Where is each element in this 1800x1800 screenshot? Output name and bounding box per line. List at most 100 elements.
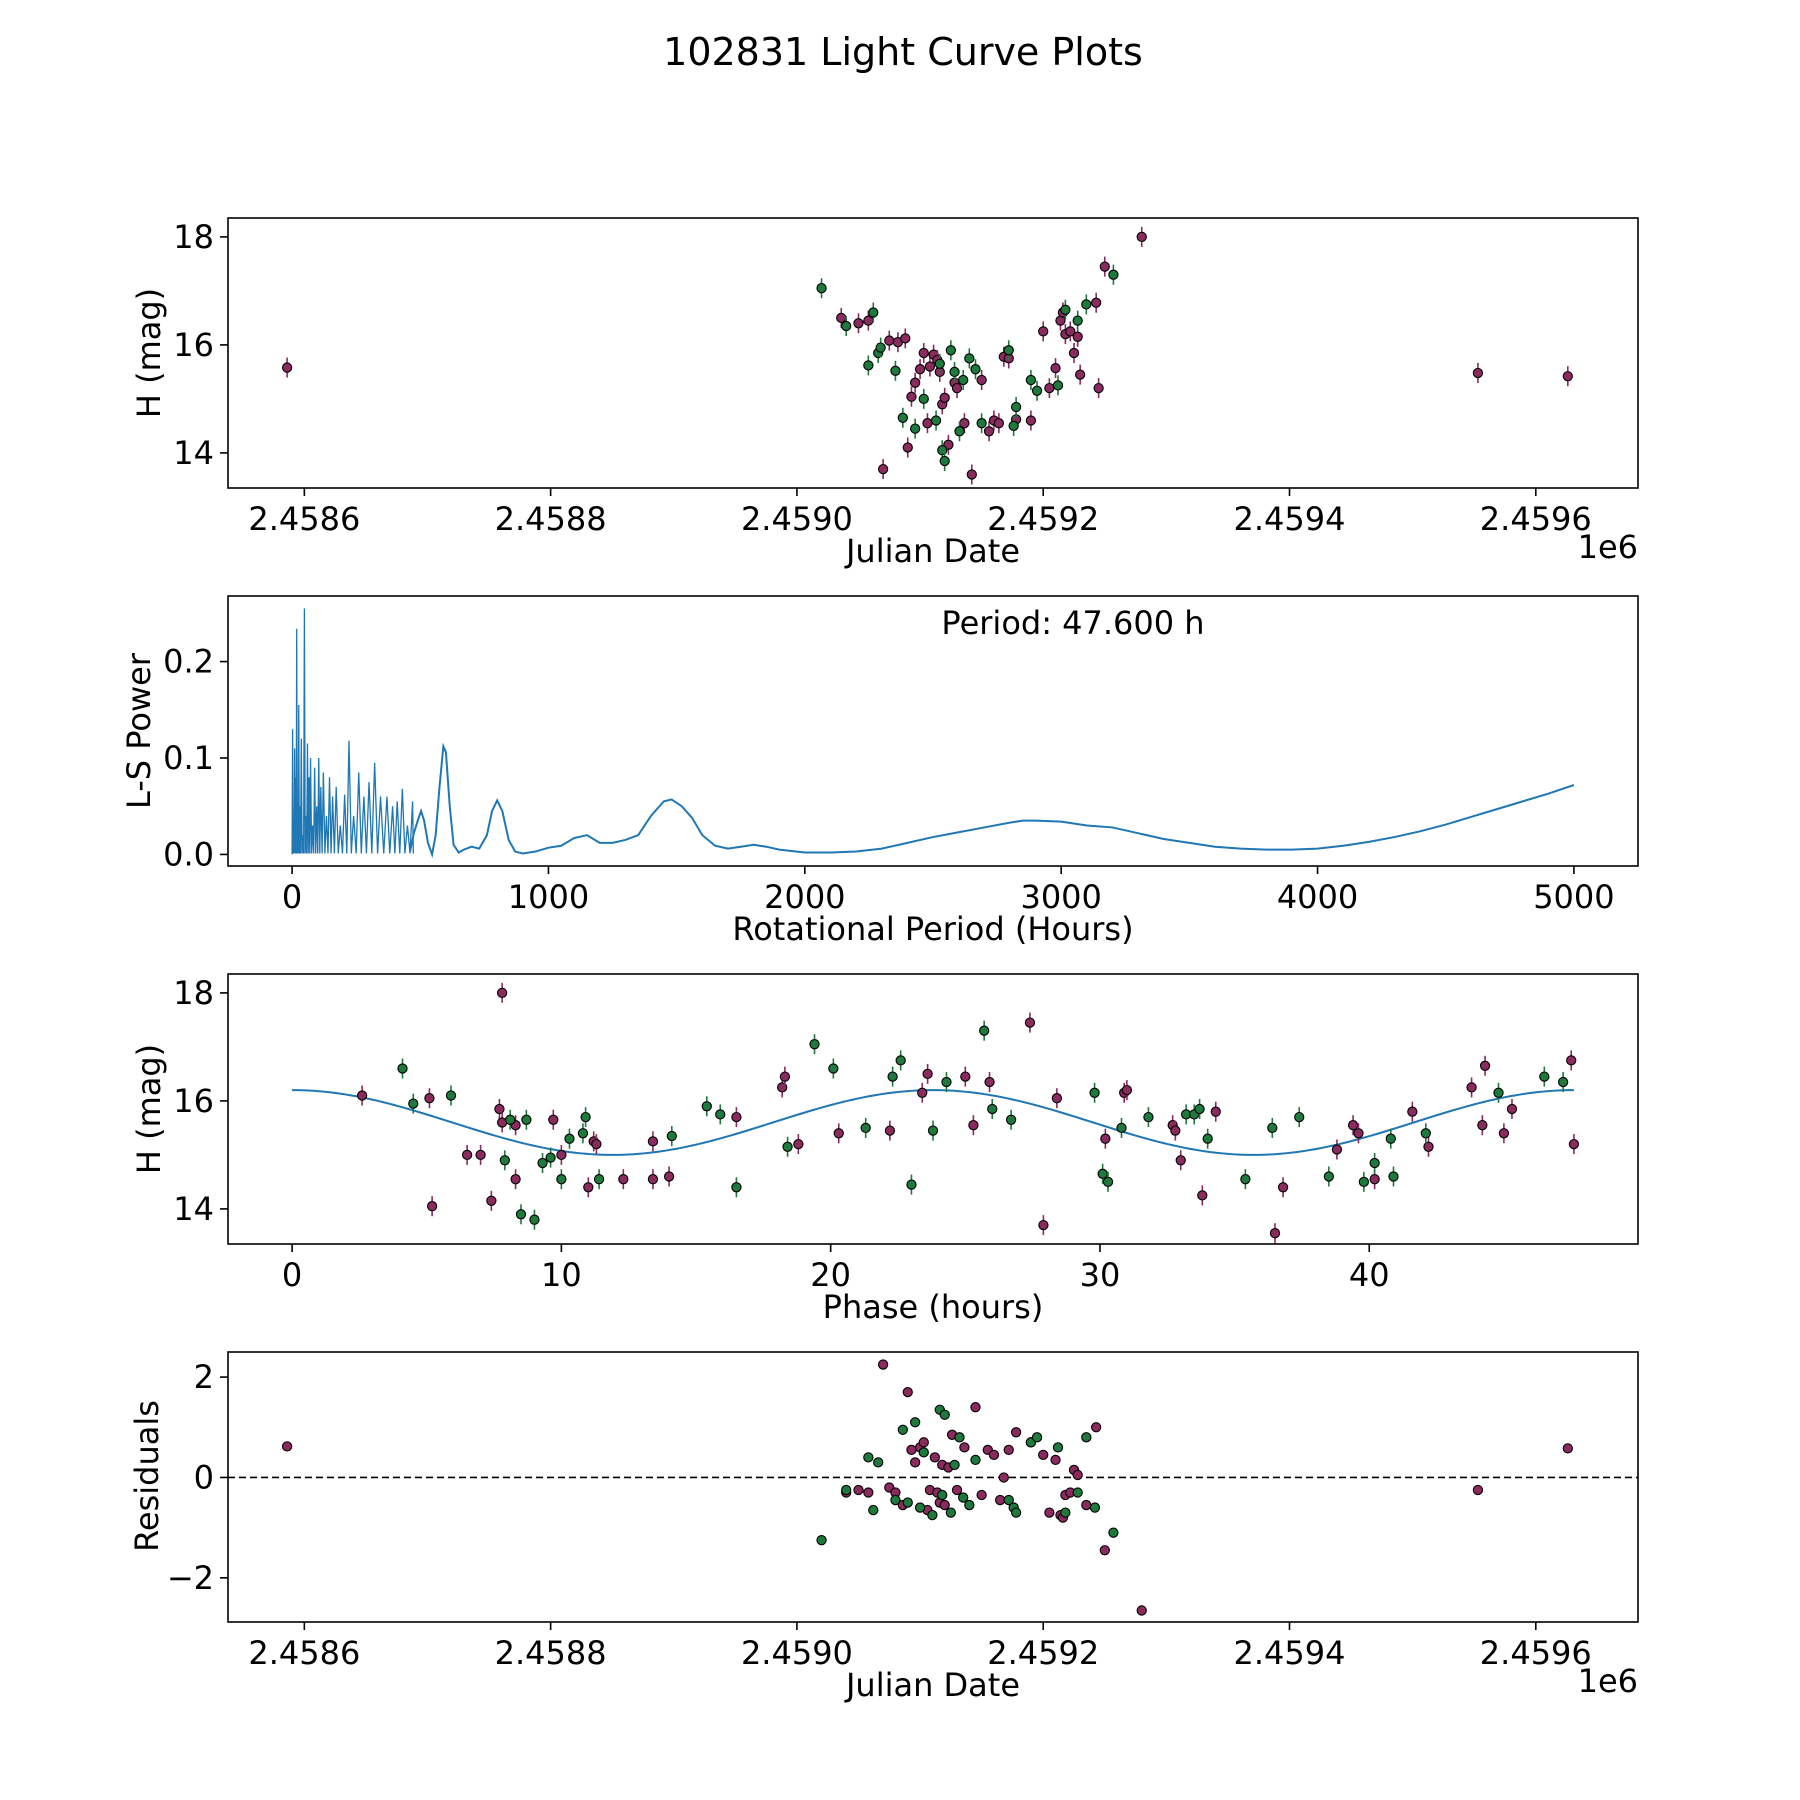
data-point-filter-o [884, 335, 895, 346]
data-point-filter-c [887, 1071, 898, 1082]
data-point-filter-o [918, 1437, 929, 1448]
data-point-filter-c [875, 342, 886, 353]
lc-xtick-label: 2.4592 [987, 500, 1099, 538]
lc-xtick-label: 2.4596 [1480, 500, 1592, 538]
lc-xtick-label: 2.4594 [1234, 500, 1346, 538]
data-point-filter-c [1294, 1111, 1305, 1123]
data-point-filter-c [1008, 420, 1019, 432]
data-point-filter-c [1108, 269, 1119, 280]
data-point-filter-o [1277, 1182, 1289, 1193]
data-point-filter-o [1477, 1120, 1488, 1131]
data-point-filter-o [281, 362, 293, 373]
data-point-filter-c [964, 1499, 975, 1511]
data-point-filter-c [860, 1122, 871, 1134]
data-point-filter-o [959, 418, 970, 429]
resid-xtick-label: 2.4596 [1480, 1634, 1592, 1672]
data-point-filter-o [1065, 326, 1076, 337]
data-point-filter-o [1506, 1103, 1518, 1115]
data-point-filter-o [618, 1174, 629, 1185]
data-point-filter-o [1025, 415, 1037, 426]
resid-xtick-label: 2.4594 [1234, 1634, 1346, 1672]
data-point-filter-c [556, 1174, 567, 1185]
data-point-filter-c [918, 1447, 929, 1458]
data-point-filter-c [841, 1484, 852, 1496]
data-point-filter-o [1369, 1174, 1380, 1185]
ls-xtick-label: 4000 [1277, 878, 1358, 916]
data-point-filter-o [902, 1386, 913, 1398]
data-point-filter-o [426, 1201, 438, 1212]
data-point-filter-c [890, 365, 901, 376]
data-point-filter-c [537, 1157, 548, 1169]
data-point-filter-o [1081, 1499, 1092, 1511]
ls-xtick-label: 0 [282, 878, 302, 916]
data-point-filter-c [914, 1502, 926, 1513]
data-point-filter-c [868, 307, 879, 318]
periodogram-spikes [291, 608, 414, 855]
data-point-filter-o [863, 315, 874, 326]
ls-ytick-label: 0.1 [163, 739, 214, 777]
data-point-filter-o [1175, 1155, 1186, 1166]
data-point-filter-o [917, 1087, 928, 1098]
data-point-filter-o [909, 1457, 921, 1468]
data-point-filter-o [1197, 1190, 1208, 1201]
data-point-filter-o [779, 1071, 791, 1082]
data-point-filter-o [939, 1499, 950, 1511]
ls-xtick-label: 2000 [764, 878, 845, 916]
data-point-filter-o [922, 418, 933, 429]
phase-xtick-label: 20 [810, 1256, 851, 1294]
data-point-filter-o [922, 1068, 933, 1080]
data-point-filter-o [583, 1182, 594, 1193]
resid-xtick-label: 2.4588 [495, 1634, 607, 1672]
data-point-filter-c [863, 360, 874, 371]
phase-xtick-label: 0 [282, 1256, 302, 1294]
data-point-filter-c [964, 353, 975, 364]
data-point-filter-o [1091, 1422, 1102, 1433]
data-point-filter-o [1407, 1106, 1418, 1117]
data-point-filter-c [397, 1063, 408, 1074]
periodogram-xlabel: Rotational Period (Hours) [732, 910, 1133, 948]
data-point-filter-o [900, 333, 911, 344]
data-point-filter-c [1108, 1527, 1119, 1538]
data-point-filter-o [1050, 362, 1061, 374]
phase-ylabel: H (mag) [130, 1044, 168, 1174]
data-point-filter-o [906, 1444, 917, 1456]
data-point-filter-o [960, 1071, 971, 1082]
periodogram-frame [227, 595, 1639, 867]
data-point-filter-o [959, 1442, 970, 1453]
light-curve-panel: 2.4586 2.4588 2.4590 2.4592 2.4594 2.4596 14 16… [130, 217, 1639, 570]
data-point-filter-c [816, 1535, 827, 1546]
data-point-filter-o [1068, 347, 1080, 359]
resid-ytick-label: 2 [194, 1358, 214, 1396]
data-point-filter-o [1038, 1449, 1049, 1461]
data-point-filter-o [424, 1093, 435, 1104]
data-point-filter-c [1369, 1157, 1380, 1169]
data-point-filter-o [1353, 1128, 1364, 1139]
phase-xtick-label: 10 [541, 1256, 582, 1294]
data-point-filter-o [1072, 1469, 1083, 1481]
data-point-filter-o [924, 361, 936, 372]
data-point-filter-c [906, 1179, 917, 1190]
phase-ytick-label: 14 [173, 1190, 214, 1228]
data-point-filter-o [1038, 326, 1049, 337]
data-point-filter-c [809, 1039, 820, 1050]
periodogram-ticks: 0 1000 2000 3000 4000 5000 0.0 0.1 0.2 [163, 643, 1615, 916]
data-point-filter-o [1050, 1454, 1061, 1466]
data-point-filter-o [494, 1103, 505, 1115]
residuals-frame [227, 1351, 1639, 1623]
data-point-filter-c [1010, 401, 1022, 413]
data-point-filter-c [577, 1128, 589, 1139]
periodogram-ylabel: L-S Power [120, 652, 158, 809]
data-point-filter-o [929, 1452, 940, 1463]
data-point-filter-o [877, 463, 889, 475]
data-point-filter-o [833, 1128, 844, 1139]
data-point-filter-c [1031, 1432, 1043, 1443]
data-point-filter-o [1075, 369, 1086, 380]
data-point-filter-o [983, 426, 995, 437]
data-point-filter-o [1024, 1017, 1036, 1028]
data-point-filter-o [994, 1494, 1006, 1506]
ls-xtick-label: 5000 [1533, 878, 1614, 916]
data-point-filter-c [1420, 1128, 1431, 1139]
data-point-filter-c [941, 1076, 952, 1088]
periodogram-curve [409, 742, 1575, 859]
